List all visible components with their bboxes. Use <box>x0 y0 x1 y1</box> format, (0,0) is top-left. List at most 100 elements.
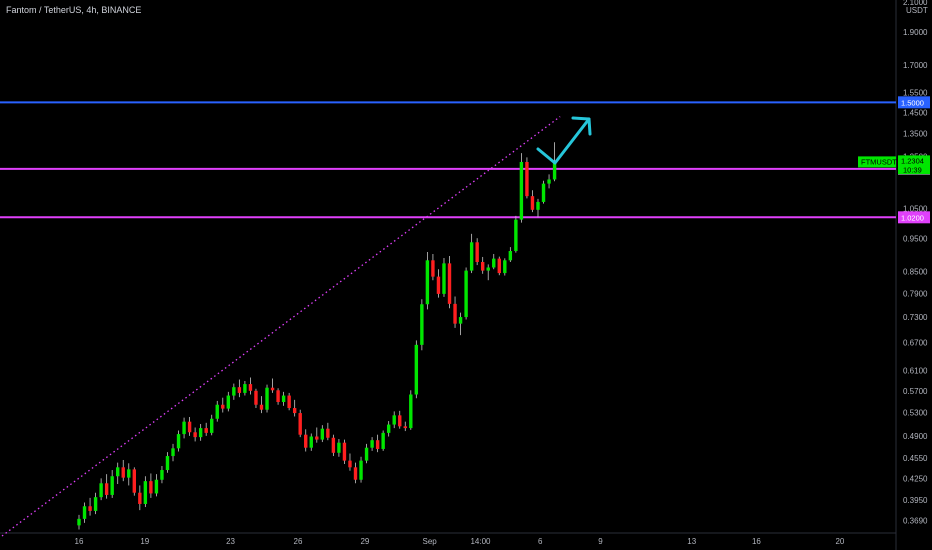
candle <box>160 465 164 484</box>
candle-body <box>143 481 148 504</box>
candle <box>375 434 380 453</box>
candle-body <box>359 460 363 480</box>
candle-body <box>276 390 280 403</box>
candle-body <box>292 408 297 414</box>
candle-body <box>442 263 446 294</box>
candle <box>436 269 441 298</box>
candle-body <box>353 467 358 480</box>
candle-body <box>110 476 114 495</box>
candle-body <box>414 344 419 395</box>
candle <box>143 476 148 508</box>
candle-body <box>326 428 330 438</box>
candle <box>281 391 286 406</box>
candle-body <box>552 161 557 180</box>
candle <box>497 256 501 276</box>
candle <box>132 467 136 496</box>
candle <box>480 256 485 274</box>
candle-body <box>149 481 153 494</box>
currency-label: USDT <box>906 6 928 15</box>
price-tick-label: 0.7300 <box>903 313 928 322</box>
candle <box>88 497 92 516</box>
candle <box>514 215 518 253</box>
candle-body <box>132 469 136 493</box>
price-axis[interactable]: 2.10001.90001.70001.55001.45001.35001.25… <box>895 0 928 550</box>
price-tick-label: 1.7000 <box>903 61 928 70</box>
candle <box>508 247 513 263</box>
candle <box>464 267 468 320</box>
candle <box>519 153 524 223</box>
candle <box>442 257 446 297</box>
candle <box>121 459 125 482</box>
projection-arrow-path <box>536 117 591 165</box>
last-price-label: 1.2304 <box>901 156 924 165</box>
candle <box>259 396 264 414</box>
chart-title: Fantom / TetherUS, 4h, BINANCE <box>6 5 142 15</box>
price-tick-label: 1.9000 <box>903 28 928 37</box>
candle <box>221 397 225 413</box>
candle <box>226 391 231 412</box>
candle <box>210 414 214 436</box>
candle-body <box>525 161 529 197</box>
candle <box>243 381 247 396</box>
candle-body <box>309 436 313 448</box>
time-tick-label: 19 <box>140 537 149 546</box>
candles-layer <box>77 142 557 530</box>
candle <box>492 253 496 270</box>
time-tick-label: 29 <box>360 537 369 546</box>
candle <box>99 478 103 501</box>
candle-body <box>215 404 219 419</box>
candle-body <box>381 432 385 449</box>
price-tick-label: 1.4500 <box>903 108 928 117</box>
time-tick-label: 6 <box>538 537 543 546</box>
candle-body <box>364 447 369 461</box>
candle-body <box>519 161 524 220</box>
candle <box>82 502 87 523</box>
candle <box>193 427 197 442</box>
time-tick-label: 14:00 <box>470 537 491 546</box>
candle <box>171 443 175 462</box>
candle <box>287 392 291 411</box>
candle-body <box>409 394 413 429</box>
candle-body <box>431 260 435 277</box>
candle-body <box>541 183 546 202</box>
candle <box>276 388 280 405</box>
candle <box>331 434 336 457</box>
candle-body <box>475 242 479 263</box>
candle <box>541 180 546 204</box>
candle-body <box>160 470 164 480</box>
candle <box>420 299 424 351</box>
candle <box>304 429 308 452</box>
candle <box>292 399 297 417</box>
candle-body <box>536 201 540 210</box>
price-tick-label: 0.9500 <box>903 235 928 244</box>
candle <box>204 422 208 436</box>
candle <box>237 379 242 398</box>
candle <box>359 456 363 483</box>
candle-body <box>171 448 175 457</box>
candle-body <box>232 387 236 396</box>
candle-body <box>99 483 103 498</box>
price-tick-label: 0.6700 <box>903 339 928 348</box>
candle-body <box>403 426 407 429</box>
candle <box>364 443 369 464</box>
candle-body <box>176 434 181 449</box>
candle-body <box>315 436 319 440</box>
price-tick-label: 0.4900 <box>903 432 928 441</box>
candle <box>530 190 535 213</box>
candle-body <box>480 262 485 271</box>
time-axis[interactable]: 16 19 23 26 29 Sep 14:00 6 9 13 16 20 <box>0 532 896 546</box>
candle-body <box>265 387 269 410</box>
candle-body <box>116 467 120 477</box>
price-tick-label: 2.1000 <box>903 0 928 7</box>
last-price-badge <box>898 155 930 175</box>
price-tick-label: 0.7900 <box>903 289 928 298</box>
symbol-badge-label: FTMUSDT <box>861 157 897 166</box>
price-tick-label: 0.5700 <box>903 387 928 396</box>
candle-body <box>458 317 463 324</box>
candle <box>453 296 457 328</box>
candle-body <box>331 437 336 453</box>
candle <box>187 417 192 436</box>
candle <box>182 417 186 439</box>
